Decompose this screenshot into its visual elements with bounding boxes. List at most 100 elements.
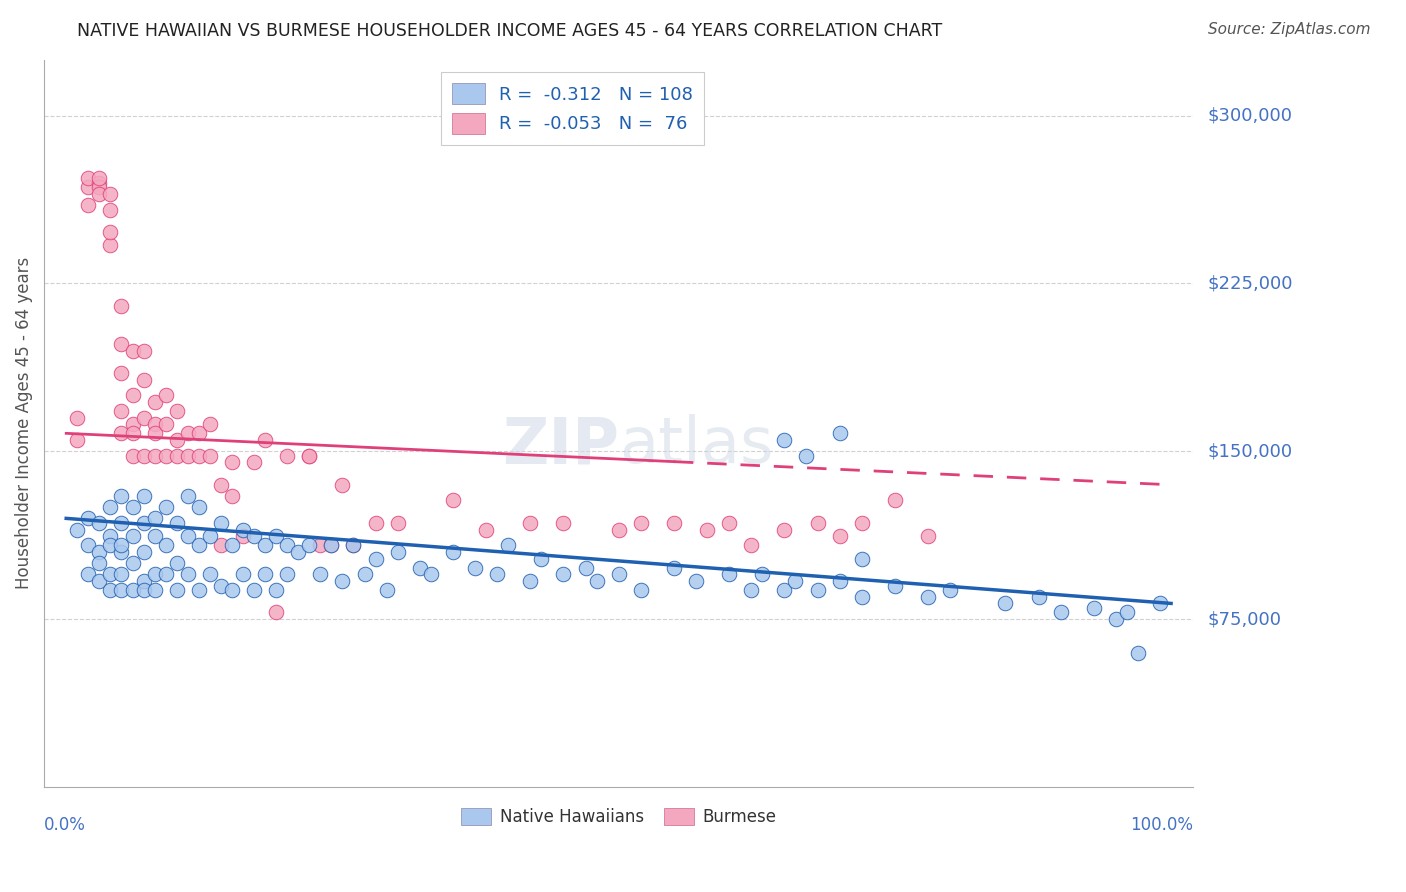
- Point: [100, 582, 122, 597]
- Point: [994, 596, 1017, 610]
- Text: NATIVE HAWAIIAN VS BURMESE HOUSEHOLDER INCOME AGES 45 - 64 YEARS CORRELATION CHA: NATIVE HAWAIIAN VS BURMESE HOUSEHOLDER I…: [77, 22, 942, 40]
- Point: [177, 426, 200, 441]
- Point: [100, 500, 122, 515]
- Point: [89, 176, 111, 190]
- Point: [321, 538, 343, 552]
- Point: [321, 538, 343, 552]
- Point: [806, 582, 828, 597]
- Point: [221, 455, 243, 469]
- Point: [121, 343, 143, 358]
- Point: [121, 449, 143, 463]
- Point: [143, 426, 166, 441]
- Point: [110, 516, 132, 530]
- Point: [662, 516, 685, 530]
- Point: [276, 449, 298, 463]
- Point: [917, 590, 939, 604]
- Point: [254, 538, 277, 552]
- Point: [110, 366, 132, 380]
- Legend: Native Hawaiians, Burmese: Native Hawaiians, Burmese: [454, 802, 783, 833]
- Point: [851, 516, 873, 530]
- Text: Source: ZipAtlas.com: Source: ZipAtlas.com: [1208, 22, 1371, 37]
- Point: [187, 538, 209, 552]
- Point: [198, 417, 221, 432]
- Point: [198, 449, 221, 463]
- Point: [607, 567, 630, 582]
- Point: [409, 560, 432, 574]
- Point: [89, 516, 111, 530]
- Point: [187, 582, 209, 597]
- Point: [132, 343, 155, 358]
- Point: [198, 567, 221, 582]
- Point: [166, 516, 188, 530]
- Point: [121, 500, 143, 515]
- Point: [1149, 596, 1171, 610]
- Point: [143, 395, 166, 409]
- Point: [796, 449, 818, 463]
- Point: [121, 582, 143, 597]
- Point: [110, 567, 132, 582]
- Point: [155, 500, 177, 515]
- Point: [89, 171, 111, 186]
- Point: [496, 538, 519, 552]
- Point: [143, 529, 166, 543]
- Point: [89, 545, 111, 559]
- Point: [939, 582, 962, 597]
- Point: [342, 538, 364, 552]
- Point: [298, 538, 321, 552]
- Point: [110, 545, 132, 559]
- Point: [243, 455, 266, 469]
- Text: atlas: atlas: [619, 414, 773, 476]
- Point: [254, 567, 277, 582]
- Point: [132, 449, 155, 463]
- Point: [177, 529, 200, 543]
- Point: [166, 582, 188, 597]
- Point: [177, 567, 200, 582]
- Point: [132, 545, 155, 559]
- Point: [155, 388, 177, 402]
- Point: [121, 529, 143, 543]
- Point: [718, 516, 741, 530]
- Point: [696, 523, 718, 537]
- Point: [353, 567, 375, 582]
- Point: [143, 567, 166, 582]
- Point: [166, 404, 188, 418]
- Point: [132, 489, 155, 503]
- Point: [276, 538, 298, 552]
- Point: [254, 433, 277, 447]
- Point: [917, 529, 939, 543]
- Point: [110, 489, 132, 503]
- Point: [77, 180, 100, 194]
- Text: $75,000: $75,000: [1208, 610, 1281, 628]
- Point: [198, 529, 221, 543]
- Y-axis label: Householder Income Ages 45 - 64 years: Householder Income Ages 45 - 64 years: [15, 257, 32, 590]
- Point: [132, 574, 155, 588]
- Point: [287, 545, 309, 559]
- Point: [851, 590, 873, 604]
- Point: [718, 567, 741, 582]
- Point: [143, 582, 166, 597]
- Point: [121, 426, 143, 441]
- Point: [77, 567, 100, 582]
- Point: [155, 449, 177, 463]
- Point: [342, 538, 364, 552]
- Text: 0.0%: 0.0%: [44, 816, 86, 834]
- Point: [187, 449, 209, 463]
- Point: [364, 551, 387, 566]
- Point: [100, 538, 122, 552]
- Point: [387, 545, 409, 559]
- Point: [209, 478, 232, 492]
- Point: [110, 582, 132, 597]
- Point: [264, 529, 287, 543]
- Point: [276, 567, 298, 582]
- Point: [486, 567, 509, 582]
- Point: [221, 489, 243, 503]
- Point: [1028, 590, 1050, 604]
- Point: [375, 582, 398, 597]
- Point: [232, 529, 254, 543]
- Point: [740, 538, 762, 552]
- Point: [232, 567, 254, 582]
- Text: $300,000: $300,000: [1208, 106, 1292, 125]
- Point: [630, 516, 652, 530]
- Point: [132, 373, 155, 387]
- Point: [66, 433, 89, 447]
